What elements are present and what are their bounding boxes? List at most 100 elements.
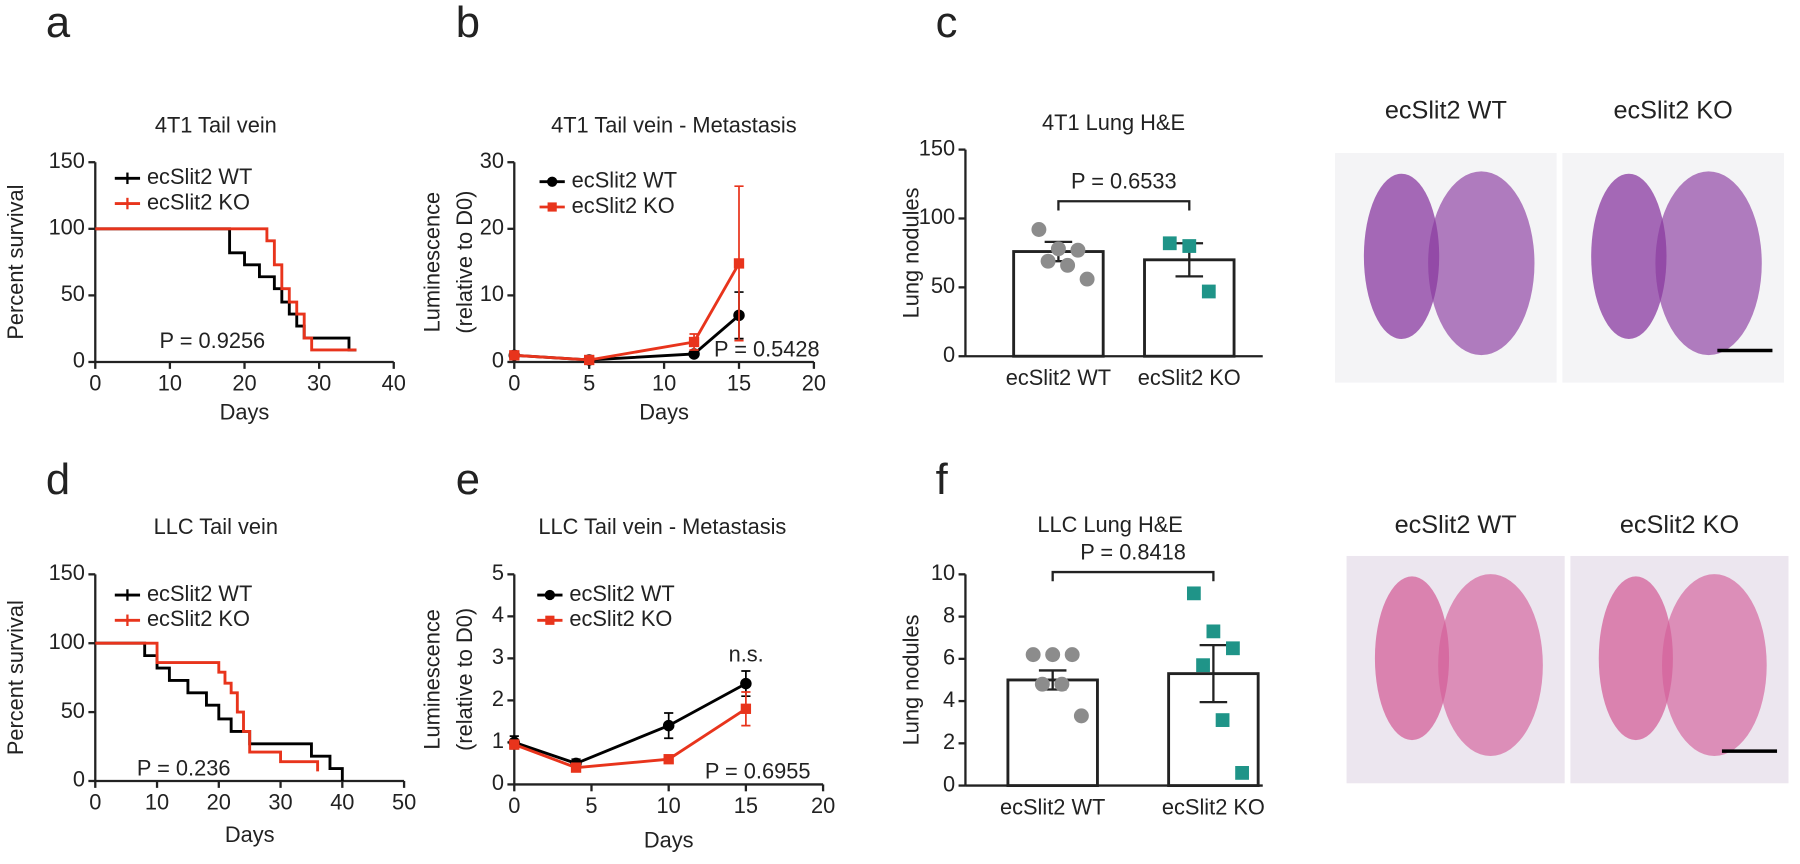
survival-curve: [95, 227, 357, 352]
dot: [1054, 676, 1070, 692]
x-axis-label: Days: [644, 828, 694, 853]
series-line: [514, 262, 741, 362]
y-axis-label: Percent survival: [3, 185, 28, 340]
x-axis-label: Days: [225, 822, 275, 847]
dot: [1206, 624, 1221, 639]
error-bar: [1199, 643, 1228, 704]
x-tick-label: 5: [585, 793, 597, 818]
dot: [1079, 271, 1095, 287]
legend-label: ecSlit2 KO: [147, 189, 250, 214]
panel-label: f: [936, 456, 949, 504]
dot: [1045, 647, 1061, 663]
x-tick-label: 0: [89, 371, 101, 396]
y-tick-label: 0: [492, 770, 504, 795]
y-tick-label: 3: [492, 644, 504, 669]
x-tick-label: 20: [811, 793, 835, 818]
image-title: ecSlit2 KO: [1620, 511, 1739, 539]
lung-lobe: [1591, 173, 1667, 340]
series-line: [513, 682, 747, 765]
dot: [1215, 713, 1230, 727]
x-tick-label: 30: [307, 371, 331, 396]
y-tick-label: 150: [919, 135, 955, 160]
lung-lobe: [1662, 574, 1767, 756]
dot: [1031, 222, 1047, 237]
chart-title: 4T1 Lung H&E: [1042, 110, 1185, 135]
x-tick-label: 50: [392, 790, 416, 815]
y-tick-label: 10: [931, 560, 955, 585]
x-tick-label: 15: [734, 793, 758, 818]
panel-label: c: [936, 0, 958, 47]
lung-lobe: [1598, 576, 1673, 741]
point: [740, 677, 752, 690]
annotation: P = 0.9256: [160, 328, 266, 353]
legend-label: ecSlit2 KO: [572, 193, 675, 218]
dot: [1182, 239, 1197, 253]
y-tick-label: 0: [492, 348, 504, 373]
dot: [1025, 647, 1041, 663]
p-value: P = 0.6533: [1071, 169, 1177, 194]
point: [662, 719, 675, 732]
y-tick-label: 1: [492, 728, 504, 753]
image-title: ecSlit2 WT: [1395, 511, 1517, 539]
y-tick-label: 8: [943, 602, 955, 627]
legend-marker: [547, 176, 558, 187]
y-tick-label: 100: [49, 629, 85, 654]
legend-label: ecSlit2 WT: [147, 164, 252, 189]
y-axis-label: Lung nodules: [898, 614, 923, 745]
dot: [1070, 242, 1086, 258]
y-tick-label: 6: [943, 645, 955, 670]
chart-title: 4T1 Tail vein: [155, 112, 277, 137]
legend-label: ecSlit2 WT: [572, 168, 677, 193]
y-tick-label: 0: [943, 342, 955, 367]
y-axis-label: (relative to D0): [452, 191, 477, 334]
lung-lobe: [1374, 576, 1450, 741]
dot: [1186, 586, 1201, 601]
y-axis-label: Luminescence: [420, 192, 445, 333]
x-tick-label: 20: [232, 371, 256, 396]
x-tick-label: 0: [508, 371, 520, 396]
dot: [1040, 253, 1056, 269]
legend-label: ecSlit2 KO: [569, 606, 672, 631]
legend-label: ecSlit2 WT: [569, 581, 674, 606]
annotation: n.s.: [729, 642, 764, 667]
y-tick-label: 0: [73, 767, 85, 792]
y-tick-label: 4: [492, 602, 504, 627]
dot: [1201, 284, 1216, 299]
x-axis-label: Days: [639, 399, 689, 424]
point: [509, 350, 520, 361]
y-tick-label: 2: [492, 686, 504, 711]
y-tick-label: 50: [61, 698, 85, 723]
legend-marker: [547, 202, 557, 212]
bracket: [1057, 200, 1191, 211]
dot: [1060, 257, 1076, 273]
panel-label: e: [456, 456, 480, 504]
y-tick-label: 2: [943, 729, 955, 754]
dot: [1050, 241, 1066, 257]
x-tick-label: ecSlit2 WT: [1000, 794, 1105, 819]
lung-lobe: [1363, 173, 1440, 340]
bar: [1012, 250, 1105, 358]
image-title: ecSlit2 KO: [1614, 96, 1733, 124]
y-tick-label: 100: [919, 204, 955, 229]
dot: [1162, 236, 1177, 251]
y-tick-label: 100: [49, 215, 85, 240]
point: [663, 754, 674, 765]
y-axis-label: (relative to D0): [452, 608, 477, 751]
y-tick-label: 10: [480, 281, 504, 306]
point: [584, 354, 595, 366]
dot: [1235, 766, 1249, 780]
panel-label: b: [456, 0, 480, 47]
lung-lobe: [1655, 171, 1762, 356]
point: [740, 703, 752, 714]
bar: [1006, 678, 1099, 788]
lung-lobe: [1438, 574, 1543, 756]
chart-title: LLC Tail vein: [154, 514, 278, 539]
chart-title: 4T1 Tail vein - Metastasis: [551, 112, 797, 137]
y-tick-label: 50: [61, 281, 85, 306]
panel-label: a: [46, 0, 71, 47]
x-tick-label: 10: [145, 790, 169, 815]
annotation: P = 0.5428: [714, 336, 820, 361]
y-tick-label: 150: [49, 148, 85, 173]
x-tick-label: ecSlit2 KO: [1162, 794, 1265, 819]
point: [688, 336, 700, 348]
